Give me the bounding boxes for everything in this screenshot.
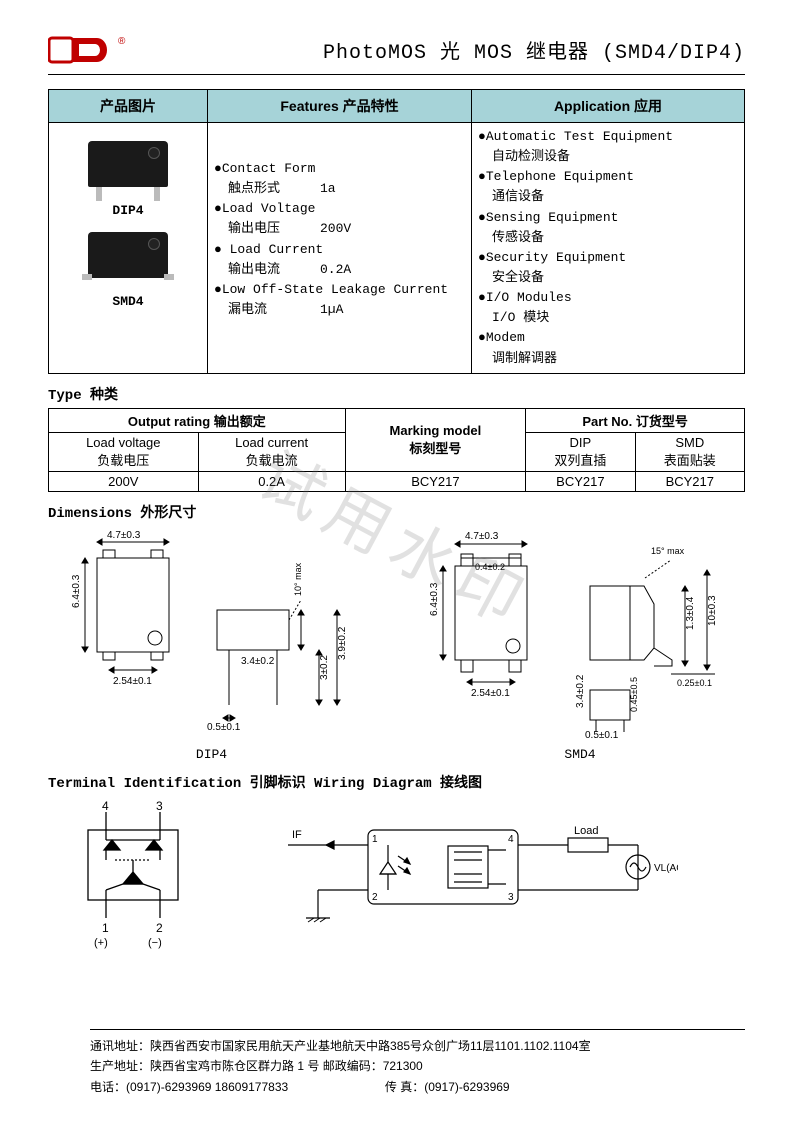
terminal-row: 4 3 1 2 (+) (−) <box>48 800 745 950</box>
feat-0: ●Contact Form <box>214 159 465 179</box>
fax: (0917)-6293969 <box>424 1080 509 1094</box>
section-type: Type 种类 <box>48 384 745 404</box>
smd4-dim-label: SMD4 <box>415 747 745 762</box>
dimensions-row: 4.7±0.3 6.4±0.3 2.54±0.1 3.4±0.2 3.9±0.2… <box>48 530 745 762</box>
app-5: ●Modem <box>478 328 738 348</box>
th-output-rating: Output rating 输出额定 <box>49 408 346 432</box>
svg-text:3: 3 <box>156 800 163 813</box>
smd4-label: SMD4 <box>55 294 201 309</box>
th-features: Features 产品特性 <box>208 90 472 123</box>
th-application: Application 应用 <box>472 90 745 123</box>
svg-text:2.54±0.1: 2.54±0.1 <box>471 688 510 699</box>
svg-text:4.7±0.3: 4.7±0.3 <box>465 531 499 542</box>
header-rule <box>48 74 745 75</box>
sub-smd: SMD表面贴装 <box>635 432 744 471</box>
sub-lv: Load voltage负载电压 <box>49 432 199 471</box>
svg-text:3±0.2: 3±0.2 <box>319 654 330 679</box>
svg-text:4.7±0.3: 4.7±0.3 <box>107 530 141 541</box>
svg-text:3.4±0.2: 3.4±0.2 <box>241 656 275 667</box>
svg-text:3.9±0.2: 3.9±0.2 <box>337 626 348 660</box>
svg-text:(+): (+) <box>94 937 108 949</box>
sub-lc: Load current负载电流 <box>198 432 345 471</box>
registered-mark: ® <box>118 36 125 47</box>
svg-text:6.4±0.3: 6.4±0.3 <box>71 574 82 608</box>
pinout-diagram: 4 3 1 2 (+) (−) <box>48 800 228 950</box>
section-terminal: Terminal Identification 引脚标识 Wiring Diag… <box>48 772 745 792</box>
wiring-diagram: IF 1 2 4 3 Load VL(ACorDC) <box>258 800 678 940</box>
smd4-drawing: 4.7±0.3 0.4±0.2 6.4±0.3 2.54±0.1 15° max… <box>415 530 745 762</box>
svg-text:10° max: 10° max <box>293 562 303 596</box>
dip4-dim-label: DIP4 <box>48 747 375 762</box>
features-cell: ●Contact Form 触点形式1a ●Load Voltage 输出电压2… <box>208 123 472 374</box>
svg-text:VL(ACorDC): VL(ACorDC) <box>654 863 678 874</box>
svg-text:10±0.3: 10±0.3 <box>707 595 718 626</box>
tel-label: 电话： <box>90 1080 126 1094</box>
th-marking: Marking model标刻型号 <box>345 408 526 471</box>
types-data-row: 200V 0.2A BCY217 BCY217 BCY217 <box>49 471 745 491</box>
applications-cell: ●Automatic Test Equipment 自动检测设备 ●Teleph… <box>472 123 745 374</box>
app-3: ●Security Equipment <box>478 248 738 268</box>
svg-text:(−): (−) <box>148 937 162 949</box>
feat-1: ●Load Voltage <box>214 199 465 219</box>
footer: 通讯地址：陕西省西安市国家民用航天产业基地航天中路385号众创广场11层1101… <box>90 1029 745 1097</box>
th-image: 产品图片 <box>49 90 208 123</box>
svg-text:4: 4 <box>508 834 514 845</box>
svg-text:0.5±0.1: 0.5±0.1 <box>207 722 241 733</box>
addr1-label: 通讯地址： <box>90 1039 150 1053</box>
sub-dip: DIP双列直插 <box>526 432 635 471</box>
app-0: ●Automatic Test Equipment <box>478 127 738 147</box>
app-2: ●Sensing Equipment <box>478 208 738 228</box>
svg-text:1: 1 <box>372 834 378 845</box>
svg-text:IF: IF <box>292 829 302 841</box>
app-1: ●Telephone Equipment <box>478 167 738 187</box>
addr2: 陕西省宝鸡市陈仓区群力路 1 号 邮政编码：721300 <box>150 1059 423 1073</box>
svg-text:0.25±0.1: 0.25±0.1 <box>677 678 712 688</box>
svg-text:0.4±0.2: 0.4±0.2 <box>475 562 505 572</box>
tel: (0917)-6293969 18609177833 <box>126 1080 288 1094</box>
smd4-image <box>88 232 168 278</box>
feat-3: ●Low Off-State Leakage Current <box>214 280 465 300</box>
section-dimensions: Dimensions 外形尺寸 <box>48 502 745 522</box>
svg-text:15° max: 15° max <box>651 546 685 556</box>
addr2-label: 生产地址： <box>90 1059 150 1073</box>
svg-text:2.54±0.1: 2.54±0.1 <box>113 676 152 687</box>
svg-text:2: 2 <box>372 892 378 903</box>
app-4: ●I/O Modules <box>478 288 738 308</box>
svg-text:0.45±0.5: 0.45±0.5 <box>629 677 639 712</box>
dip4-image <box>88 141 168 187</box>
header: ® PhotoMOS 光 MOS 继电器 (SMD4/DIP4) <box>48 30 745 70</box>
svg-text:3: 3 <box>508 892 514 903</box>
th-partno: Part No. 订货型号 <box>526 408 745 432</box>
addr1: 陕西省西安市国家民用航天产业基地航天中路385号众创广场11层1101.1102… <box>150 1039 591 1053</box>
types-table: Output rating 输出额定 Marking model标刻型号 Par… <box>48 408 745 492</box>
svg-text:4: 4 <box>102 800 109 813</box>
page-title: PhotoMOS 光 MOS 继电器 (SMD4/DIP4) <box>323 35 745 65</box>
svg-text:1: 1 <box>102 921 109 935</box>
svg-text:1.3±0.4: 1.3±0.4 <box>685 596 696 630</box>
svg-text:3.4±0.2: 3.4±0.2 <box>575 674 586 708</box>
svg-text:2: 2 <box>156 921 163 935</box>
dip4-label: DIP4 <box>55 203 201 218</box>
dip4-drawing: 4.7±0.3 6.4±0.3 2.54±0.1 3.4±0.2 3.9±0.2… <box>48 530 375 762</box>
summary-table: 产品图片 Features 产品特性 Application 应用 DIP4 S… <box>48 89 745 374</box>
feat-2: ● Load Current <box>214 240 465 260</box>
svg-text:6.4±0.3: 6.4±0.3 <box>429 582 440 616</box>
fax-label: 传 真： <box>385 1080 424 1094</box>
product-images-cell: DIP4 SMD4 <box>49 123 208 374</box>
svg-text:Load: Load <box>574 825 598 837</box>
svg-text:0.5±0.1: 0.5±0.1 <box>585 730 619 740</box>
logo: ® <box>48 34 125 66</box>
